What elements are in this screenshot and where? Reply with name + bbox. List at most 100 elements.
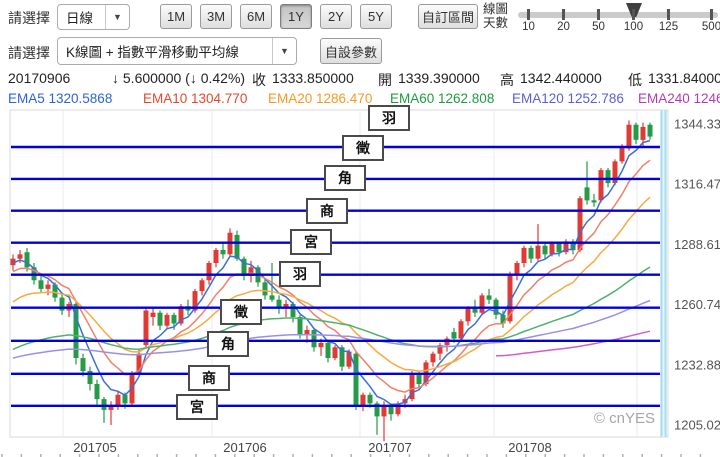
svg-text:羽: 羽 <box>382 110 396 126</box>
candle[interactable] <box>633 122 639 145</box>
candle[interactable] <box>234 230 240 261</box>
candle[interactable] <box>409 371 415 402</box>
candle[interactable] <box>339 345 345 371</box>
range-button-6m[interactable]: 6M <box>240 4 272 29</box>
candle[interactable] <box>332 345 338 361</box>
candle[interactable] <box>353 351 359 410</box>
candle[interactable] <box>325 340 331 363</box>
quote-open-value: 1339.390000 <box>398 70 480 86</box>
candle[interactable] <box>59 293 65 315</box>
select-indicator-label: 請選擇 <box>8 45 50 61</box>
svg-text:徵: 徵 <box>233 304 249 320</box>
slider-tick[interactable] <box>597 9 600 20</box>
slider-tick-label: 500 <box>701 21 720 33</box>
period-dropdown[interactable]: 日線 ▼ <box>57 4 130 30</box>
custom-params-button[interactable]: 自設參數 <box>320 38 382 64</box>
quote-change: ↓ 5.600000 (↓ 0.42%) <box>112 70 246 86</box>
candle[interactable] <box>598 167 604 203</box>
candle[interactable] <box>542 243 548 259</box>
ema-legend-item: EMA120 1252.786 <box>512 91 624 106</box>
candle[interactable] <box>479 293 485 315</box>
candle[interactable] <box>521 245 527 268</box>
candle[interactable] <box>164 312 170 328</box>
pentatonic-label: 商 <box>188 365 230 391</box>
candle[interactable] <box>528 245 534 263</box>
slider-tick[interactable] <box>562 9 565 20</box>
slider-tick[interactable] <box>667 9 670 20</box>
candle[interactable] <box>647 122 653 140</box>
period-toolbar: 請選擇 日線 ▼ 1M 3M 6M 1Y 2Y 5Y 自訂區間 線圖 天數 10… <box>0 0 720 34</box>
candle[interactable] <box>486 288 492 304</box>
quote-date: 20170906 <box>8 70 71 86</box>
candle[interactable] <box>220 243 226 259</box>
candle[interactable] <box>500 310 506 328</box>
candle[interactable] <box>591 193 597 207</box>
chart-days-label: 線圖 天數 <box>483 2 509 30</box>
chevron-down-icon: ▼ <box>105 5 129 29</box>
custom-range-button[interactable]: 自訂區間 <box>418 4 478 29</box>
candle[interactable] <box>381 401 387 442</box>
slider-track[interactable] <box>518 12 718 18</box>
ema-line-ema5 <box>12 139 651 406</box>
kline-chart[interactable]: 羽徵角商宮羽徵角商宮1344.331316.471288.611260.7412… <box>0 105 720 457</box>
pentatonic-label: 宮 <box>176 394 218 420</box>
quote-high-label: 高 <box>500 72 514 88</box>
ema-legend: EMA5 1320.5868 EMA10 1304.770 EMA20 1286.4… <box>0 89 720 109</box>
candle[interactable] <box>584 161 590 205</box>
ema-legend-item: EMA240 1246 <box>638 91 720 106</box>
x-tick-label: 201705 <box>73 440 116 455</box>
candle[interactable] <box>157 310 163 331</box>
candle[interactable] <box>101 397 107 423</box>
candle[interactable] <box>290 301 296 323</box>
ema-legend-item: EMA10 1304.770 <box>143 91 248 106</box>
indicator-dropdown[interactable]: K線圖 + 指數平滑移動平均線 ▼ <box>57 37 297 65</box>
candle[interactable] <box>563 239 569 255</box>
slider-tick[interactable] <box>632 9 635 20</box>
svg-text:角: 角 <box>338 170 352 186</box>
candle[interactable] <box>514 260 520 281</box>
svg-text:宮: 宮 <box>190 399 204 415</box>
scroll-band[interactable] <box>660 110 667 437</box>
candle[interactable] <box>38 276 44 294</box>
range-button-1y[interactable]: 1Y <box>280 4 312 29</box>
slider-tick-label: 20 <box>557 21 570 33</box>
candle[interactable] <box>605 167 611 188</box>
candle[interactable] <box>465 306 471 326</box>
x-tick-label: 201706 <box>223 440 266 455</box>
watermark: © cnYES <box>594 410 655 427</box>
slider-tick-label: 10 <box>522 21 535 33</box>
candle[interactable] <box>87 366 93 391</box>
candle[interactable] <box>276 295 282 314</box>
y-axis-labels: 1344.33 1316.47 1288.61 1260.74 1232.88 1205.… <box>674 117 720 433</box>
candle[interactable] <box>150 308 156 326</box>
range-button-1m[interactable]: 1M <box>160 4 192 29</box>
candle[interactable] <box>626 120 632 151</box>
candle[interactable] <box>262 278 268 300</box>
svg-text:徵: 徵 <box>355 140 371 156</box>
y-tick-label: 1205.02 <box>674 418 720 433</box>
candle[interactable] <box>73 301 79 365</box>
candle[interactable] <box>241 256 247 281</box>
candle[interactable] <box>430 351 436 367</box>
candle[interactable] <box>213 247 219 268</box>
ema-line-ema60 <box>12 266 651 351</box>
range-button-3m[interactable]: 3M <box>200 4 232 29</box>
candle[interactable] <box>94 379 100 406</box>
candle[interactable] <box>612 159 618 186</box>
pentatonic-label: 羽 <box>368 105 410 131</box>
quote-open-label: 開 <box>378 72 392 88</box>
ema-legend-item: EMA5 1320.5868 <box>8 91 113 106</box>
candle[interactable] <box>45 280 51 296</box>
candle[interactable] <box>360 392 366 411</box>
slider-tick[interactable] <box>527 9 530 20</box>
range-button-5y[interactable]: 5Y <box>360 4 392 29</box>
candle[interactable] <box>206 260 212 285</box>
candle[interactable] <box>458 319 464 341</box>
days-slider[interactable]: 10 20 50 100 125 500 <box>518 0 720 34</box>
range-button-2y[interactable]: 2Y <box>320 4 352 29</box>
select-period-label: 請選擇 <box>8 10 50 26</box>
candle[interactable] <box>199 278 205 296</box>
slider-tick[interactable] <box>710 9 713 20</box>
